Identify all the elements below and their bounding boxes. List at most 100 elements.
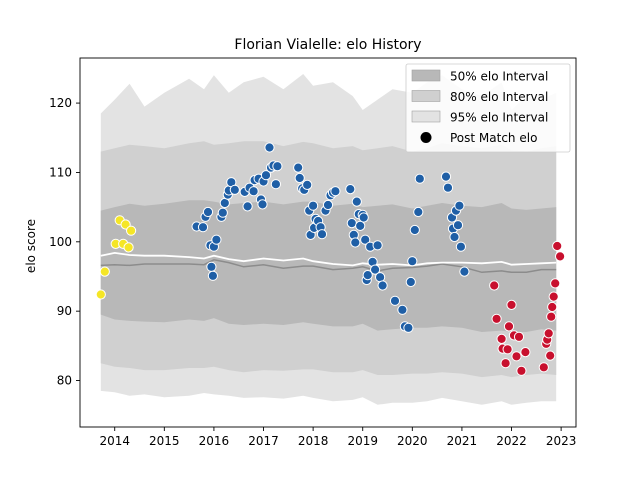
data-point (449, 231, 460, 243)
legend-swatch (411, 110, 441, 123)
y-tick-label: 100 (49, 235, 72, 249)
data-point (123, 242, 134, 253)
data-point (360, 234, 371, 245)
data-point (546, 311, 557, 322)
data-point (403, 322, 414, 333)
chart-title: Florian Vialelle: elo History (234, 37, 421, 53)
x-tick-label: 2023 (546, 434, 577, 448)
data-point (375, 272, 386, 283)
data-point (293, 162, 304, 173)
data-point (548, 291, 559, 302)
x-tick-label: 2014 (99, 434, 130, 448)
data-point (270, 179, 281, 190)
data-point (322, 199, 334, 211)
data-point (345, 184, 356, 195)
data-point (550, 278, 561, 289)
data-point (452, 220, 464, 231)
data-point (389, 295, 401, 306)
data-point (489, 280, 500, 291)
data-point (99, 266, 110, 277)
data-point (547, 301, 558, 313)
data-point (442, 182, 454, 193)
x-tick-label: 2015 (149, 434, 180, 448)
x-tick-label: 2016 (199, 434, 230, 448)
legend-label: Post Match elo (450, 131, 537, 145)
legend-marker (420, 132, 432, 143)
legend-swatch (411, 90, 441, 102)
data-point (496, 333, 507, 344)
data-point (219, 197, 230, 209)
data-point (272, 161, 283, 172)
data-point (377, 280, 388, 291)
median-elo-line (100, 259, 557, 274)
legend-swatch (411, 69, 441, 82)
data-point (202, 206, 214, 218)
data-point (260, 170, 272, 181)
band-50-interval (100, 200, 557, 332)
data-point (355, 220, 366, 231)
data-point (206, 261, 217, 272)
x-tick-label: 2021 (447, 434, 478, 448)
data-point (358, 212, 369, 223)
y-axis-title: elo score (24, 219, 38, 273)
data-point (454, 200, 465, 211)
data-point (346, 218, 357, 229)
y-tick-label: 90 (57, 304, 72, 318)
legend-label: 80% elo Interval (450, 90, 548, 104)
y-tick-label: 110 (49, 165, 72, 179)
data-point (207, 270, 218, 281)
data-point (455, 241, 466, 252)
y-tick-label: 120 (49, 96, 72, 110)
data-point (370, 264, 381, 275)
data-point (555, 251, 566, 262)
data-point (308, 200, 319, 211)
data-point (409, 224, 420, 236)
data-point (407, 256, 418, 267)
data-point (405, 276, 416, 288)
legend: 50% elo Interval 80% elo Interval 95% elo … (405, 63, 571, 153)
data-point (503, 321, 515, 332)
data-point (362, 270, 373, 281)
x-tick-label: 2018 (298, 434, 329, 448)
data-point (126, 225, 137, 236)
x-tick-label: 2020 (397, 434, 428, 448)
data-point (397, 304, 408, 315)
data-point (502, 344, 513, 355)
data-point (491, 313, 502, 324)
data-point (538, 362, 549, 373)
data-point (95, 289, 106, 300)
legend-label: 95% elo Interval (450, 111, 548, 125)
legend-box (405, 63, 571, 153)
data-point (520, 347, 531, 358)
x-tick-label: 2022 (496, 434, 527, 448)
data-point (440, 171, 452, 182)
data-point (264, 142, 275, 153)
data-point (506, 299, 517, 310)
data-point (294, 172, 305, 184)
data-point (211, 234, 222, 245)
data-point (248, 186, 259, 197)
legend-label: 50% elo Interval (450, 70, 548, 84)
data-point (302, 179, 313, 190)
x-tick-label: 2017 (248, 434, 279, 448)
mean-elo-line (100, 251, 557, 267)
data-point (197, 222, 209, 233)
data-point (552, 240, 563, 252)
plot-area: 2014 2015 2016 2017 2018 2019 2020 2021 2022 2023… (49, 57, 577, 448)
data-point (257, 199, 268, 210)
data-point (413, 206, 424, 218)
data-point (513, 331, 525, 342)
data-point (316, 229, 328, 240)
data-point (516, 365, 527, 376)
data-point (229, 184, 240, 195)
data-point (372, 240, 383, 251)
data-point (500, 358, 511, 369)
data-point (545, 350, 556, 361)
x-tick-label: 2019 (347, 434, 378, 448)
data-point (543, 328, 554, 339)
data-point (350, 237, 361, 248)
data-point (217, 207, 228, 218)
axes-frame (79, 57, 577, 428)
data-point (242, 201, 253, 212)
